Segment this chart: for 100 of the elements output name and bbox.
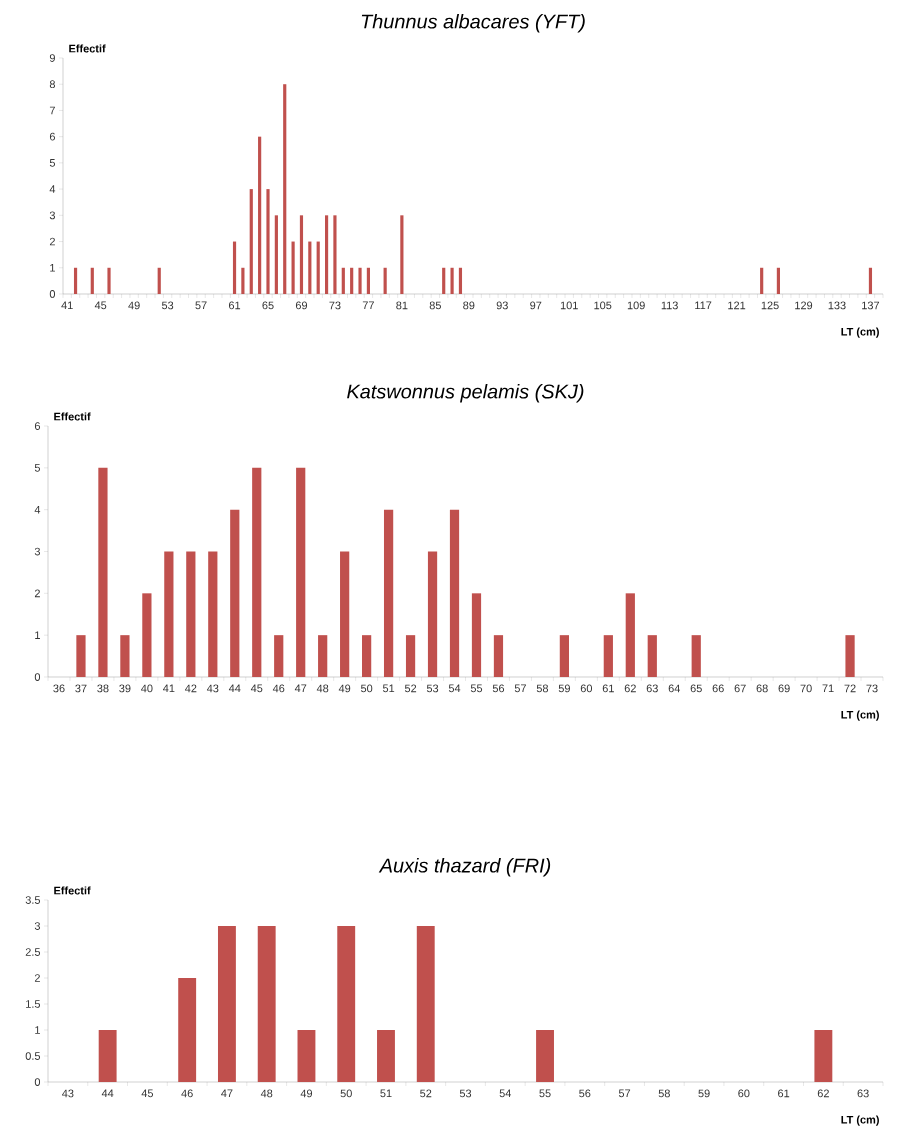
chart-title: Auxis thazard (FRI): [378, 857, 551, 877]
bar: [274, 635, 284, 677]
bar: [625, 593, 635, 677]
bar: [107, 267, 111, 294]
y-axis-title: Effectif: [54, 886, 91, 895]
x-tick-label: 85: [429, 301, 441, 310]
y-tick-label: 2.5: [25, 948, 41, 956]
bar: [73, 267, 78, 294]
x-tick-label: 81: [396, 301, 408, 310]
bar: [299, 215, 304, 294]
x-tick-label: 46: [272, 684, 285, 693]
bar: [358, 267, 362, 294]
x-tick-label: 55: [539, 1089, 551, 1098]
bar: [442, 267, 446, 294]
x-tick-label: 68: [756, 684, 768, 693]
y-tick-label: 3.5: [25, 896, 41, 904]
x-tick-label: 43: [206, 684, 219, 693]
x-axis-title: LT (cm): [841, 710, 879, 721]
y-tick-label: 0.5: [25, 1052, 41, 1060]
bar: [296, 467, 306, 677]
y-tick-label: 6: [34, 422, 40, 430]
x-tick-label: 65: [262, 301, 274, 310]
bar: [427, 551, 438, 677]
x-tick-label: 65: [690, 684, 702, 693]
x-tick-label: 93: [496, 301, 508, 310]
bar: [208, 551, 218, 677]
y-tick-label: 9: [49, 54, 55, 62]
bar: [333, 215, 337, 294]
x-tick-label: 53: [161, 301, 174, 310]
x-tick-label: 49: [128, 301, 140, 310]
x-tick-label: 137: [862, 301, 880, 310]
bar: [536, 1030, 554, 1082]
x-tick-label: 47: [294, 684, 307, 693]
bar: [76, 635, 86, 677]
x-tick-label: 44: [228, 684, 241, 693]
x-tick-label: 50: [340, 1089, 352, 1098]
y-axis-title: Effectif: [54, 412, 91, 421]
bar: [98, 1030, 117, 1082]
x-tick-label: 59: [698, 1089, 710, 1098]
x-tick-label: 69: [295, 301, 308, 310]
x-tick-label: 71: [822, 684, 834, 693]
x-tick-label: 50: [360, 684, 373, 693]
x-tick-label: 101: [560, 301, 578, 310]
bar: [291, 241, 295, 294]
chart-title: Katswonnus pelamis (SKJ): [347, 383, 584, 403]
bar: [186, 551, 196, 677]
bar: [450, 267, 454, 294]
bar: [868, 267, 873, 294]
bar: [362, 635, 372, 677]
x-axis-title: LT (cm): [841, 327, 879, 338]
x-tick-label: 89: [463, 301, 475, 310]
x-tick-label: 63: [646, 684, 658, 693]
y-tick-label: 2: [49, 237, 55, 246]
y-tick-label: 0: [34, 673, 41, 681]
x-tick-label: 41: [61, 301, 73, 310]
x-tick-label: 38: [97, 684, 109, 693]
x-tick-label: 57: [618, 1089, 631, 1098]
x-tick-label: 56: [579, 1089, 591, 1098]
y-tick-label: 7: [49, 106, 55, 115]
bar: [324, 215, 329, 294]
x-tick-label: 47: [221, 1089, 233, 1098]
bar: [316, 241, 320, 294]
bar: [493, 635, 504, 677]
bar: [266, 189, 270, 294]
x-tick-label: 37: [75, 684, 87, 693]
bar: [217, 926, 236, 1082]
x-tick-label: 56: [492, 684, 505, 693]
x-tick-label: 49: [338, 684, 351, 693]
x-tick-label: 61: [602, 684, 614, 693]
y-tick-label: 8: [49, 80, 55, 89]
y-tick-label: 1: [35, 631, 40, 639]
x-tick-label: 48: [316, 684, 329, 693]
x-tick-label: 125: [761, 301, 779, 310]
x-tick-label: 66: [712, 684, 724, 693]
bar: [340, 551, 350, 677]
x-tick-label: 54: [499, 1089, 512, 1098]
bar: [257, 926, 276, 1082]
x-tick-label: 41: [163, 684, 175, 693]
x-tick-label: 73: [866, 684, 878, 693]
x-tick-label: 43: [62, 1089, 74, 1098]
x-tick-label: 109: [627, 301, 645, 310]
chart-title: Thunnus albacares (YFT): [361, 13, 585, 33]
x-tick-label: 55: [470, 684, 483, 693]
x-tick-label: 129: [795, 301, 813, 310]
bar: [691, 635, 701, 677]
y-tick-label: 1.5: [26, 1000, 41, 1008]
x-tick-label: 63: [857, 1089, 869, 1098]
x-tick-label: 77: [362, 301, 374, 310]
x-axis-title: LT (cm): [841, 1115, 879, 1126]
x-tick-label: 40: [141, 684, 153, 693]
bar: [142, 593, 152, 677]
bar: [258, 136, 262, 294]
x-tick-label: 45: [94, 301, 107, 310]
bar: [383, 267, 387, 294]
bar: [559, 635, 569, 677]
bar: [283, 84, 287, 294]
y-axis-title: Effectif: [69, 44, 106, 53]
x-tick-label: 73: [329, 301, 341, 310]
x-tick-label: 121: [728, 301, 746, 310]
x-tick-label: 46: [181, 1089, 193, 1098]
